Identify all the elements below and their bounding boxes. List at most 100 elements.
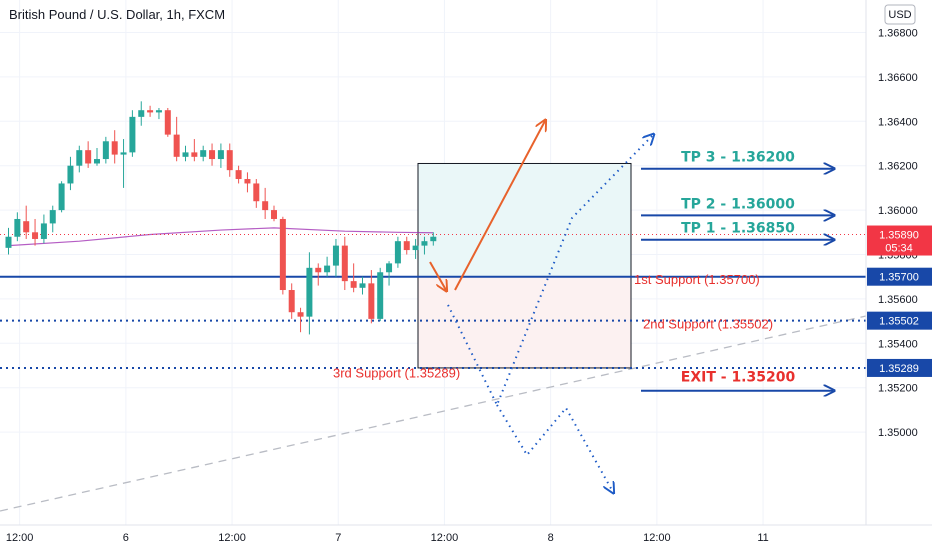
price-axis[interactable]: 1.36800 1.36600 1.36400 1.36200 1.36000 1.358… bbox=[867, 28, 932, 440]
candle-body bbox=[138, 110, 145, 117]
x-tick-label: 12:00 bbox=[218, 532, 246, 544]
y-tick-label: 1.36800 bbox=[878, 28, 918, 40]
candle-body bbox=[235, 170, 242, 180]
moving-average bbox=[8, 227, 434, 247]
candle-body bbox=[164, 110, 171, 135]
candle-body bbox=[67, 165, 74, 184]
trend-line bbox=[0, 315, 867, 512]
candle-body bbox=[421, 241, 428, 246]
candle-body bbox=[262, 201, 269, 211]
y-tick-label: 1.36600 bbox=[878, 72, 918, 84]
x-tick-label: 6 bbox=[123, 532, 129, 544]
candle-body bbox=[315, 267, 322, 273]
bearish-projection bbox=[496, 404, 613, 492]
candle-body bbox=[368, 283, 375, 319]
y-tick-label: 1.35600 bbox=[878, 294, 918, 306]
target-label: TP 2 - 1.36000 bbox=[681, 196, 795, 212]
candle-body bbox=[76, 150, 83, 166]
chart-labels: TP 3 - 1.36200 TP 2 - 1.36000 TP 1 - 1.368… bbox=[333, 150, 795, 386]
bullish-arrow bbox=[454, 121, 545, 291]
candle-body bbox=[271, 210, 277, 219]
support-label: 3rd Support (1.35289) bbox=[333, 365, 460, 380]
moving-average-line bbox=[8, 227, 434, 247]
candle-body bbox=[191, 152, 198, 157]
candle-body bbox=[288, 290, 295, 313]
candle-body bbox=[332, 245, 339, 266]
candle-body bbox=[173, 134, 180, 157]
current-price-label: 1.35890 bbox=[879, 230, 919, 242]
candle-body bbox=[244, 179, 251, 184]
level-price-tag bbox=[867, 311, 932, 330]
candle-body bbox=[155, 110, 162, 113]
currency-button[interactable]: USD bbox=[884, 4, 916, 25]
candles bbox=[5, 101, 437, 335]
candle-body bbox=[5, 236, 12, 248]
current-price-tag bbox=[867, 225, 932, 256]
x-tick-label: 8 bbox=[548, 532, 554, 544]
candle-body bbox=[226, 150, 233, 171]
support-label: 1st Support (1.35700) bbox=[634, 272, 760, 287]
currency-label: USD bbox=[888, 9, 911, 21]
candle-body bbox=[49, 210, 56, 224]
target-label: TP 3 - 1.36200 bbox=[681, 150, 795, 166]
position-box-border bbox=[417, 162, 632, 369]
position-box bbox=[417, 162, 632, 369]
candle-body bbox=[217, 150, 224, 160]
x-tick-label: 12:00 bbox=[643, 532, 671, 544]
candle-body bbox=[102, 141, 109, 160]
loss-zone bbox=[418, 276, 631, 368]
x-tick-label: 12:00 bbox=[6, 532, 34, 544]
level-price-label: 1.35289 bbox=[879, 363, 919, 375]
candle-body bbox=[279, 218, 286, 291]
candle-body bbox=[111, 141, 118, 155]
target-label: TP 1 - 1.36850 bbox=[681, 221, 795, 237]
candle-body bbox=[253, 183, 260, 202]
candle-body bbox=[32, 232, 39, 239]
level-price-label: 1.35700 bbox=[879, 272, 919, 284]
x-tick-label: 11 bbox=[757, 532, 768, 544]
candle-body bbox=[297, 312, 304, 317]
candle-body bbox=[94, 159, 100, 164]
candle-body bbox=[350, 281, 357, 288]
y-tick-label: 1.36400 bbox=[878, 116, 918, 128]
y-tick-label: 1.36000 bbox=[878, 205, 918, 217]
projection-arrows bbox=[429, 121, 833, 492]
candle-body bbox=[129, 116, 136, 153]
candle-body bbox=[403, 241, 410, 251]
candle-body bbox=[14, 218, 21, 237]
chart-title: British Pound / U.S. Dollar, 1h, FXCM bbox=[9, 7, 225, 22]
y-tick-label: 1.35200 bbox=[878, 383, 918, 395]
time-axis[interactable]: 12:00 6 12:00 7 12:00 8 12:00 11 bbox=[6, 532, 769, 544]
candle-body bbox=[147, 110, 154, 113]
level-price-tag bbox=[867, 358, 932, 377]
candle-body bbox=[430, 236, 437, 242]
candle-body bbox=[209, 150, 216, 160]
y-tick-label: 1.35000 bbox=[878, 427, 918, 439]
candle-body bbox=[58, 183, 65, 211]
candle-body bbox=[40, 223, 47, 239]
exit-label: EXIT - 1.35200 bbox=[681, 370, 796, 386]
level-price-label: 1.35502 bbox=[879, 316, 919, 328]
candle-body bbox=[377, 272, 384, 319]
candle-body bbox=[120, 152, 127, 155]
support-label: 2nd Support (1.35502) bbox=[643, 316, 773, 331]
candle-body bbox=[23, 221, 30, 233]
candle-body bbox=[324, 265, 331, 273]
level-price-tag bbox=[867, 267, 932, 286]
candle-body bbox=[341, 245, 348, 282]
countdown-label: 05:34 bbox=[885, 243, 913, 255]
y-tick-label: 1.35400 bbox=[878, 338, 918, 350]
profit-zone bbox=[418, 163, 631, 277]
candle-body bbox=[200, 150, 207, 157]
short-arrow bbox=[429, 261, 446, 290]
candle-body bbox=[359, 283, 366, 288]
x-tick-label: 7 bbox=[335, 532, 341, 544]
candle-body bbox=[386, 263, 393, 273]
x-tick-label: 12:00 bbox=[431, 532, 459, 544]
y-tick-label: 1.36200 bbox=[878, 161, 918, 173]
candle-body bbox=[182, 152, 189, 157]
candle-body bbox=[394, 241, 401, 264]
candle-body bbox=[412, 245, 419, 251]
candle-body bbox=[306, 267, 313, 317]
